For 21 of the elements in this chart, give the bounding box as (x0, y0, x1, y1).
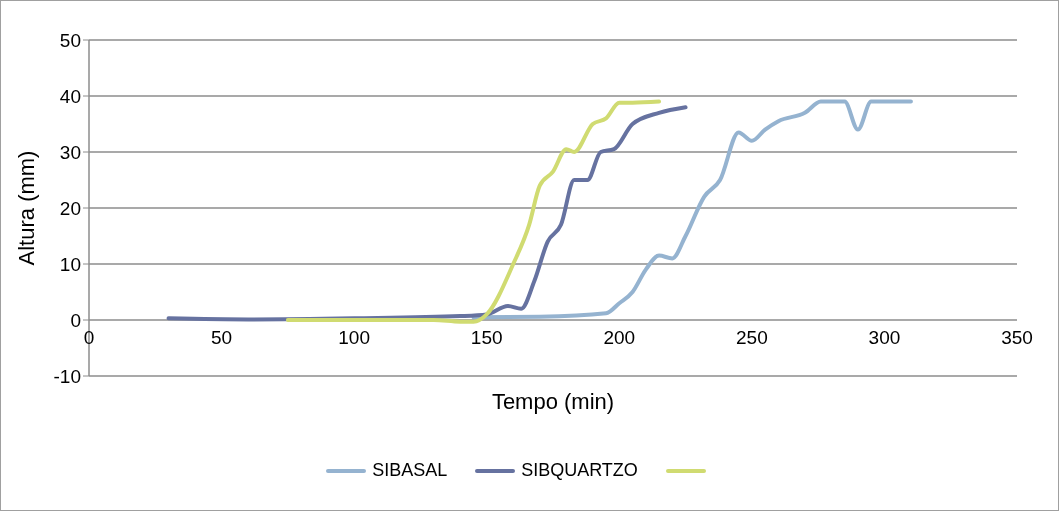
x-tick-label: 250 (736, 326, 768, 348)
y-tick-label: 40 (59, 85, 81, 107)
x-tick-label: 300 (868, 326, 901, 348)
line-series (471, 99, 913, 320)
line-series (285, 99, 662, 324)
x-tick-label: 150 (470, 326, 503, 348)
legend-label: SIBASAL (372, 460, 448, 481)
y-tick-label: 0 (70, 309, 81, 331)
x-axis-title: Tempo (min) (491, 388, 615, 414)
x-tick-label: 50 (211, 326, 233, 348)
y-tick-label: 20 (59, 197, 81, 219)
x-tick-label: 100 (338, 326, 370, 348)
y-tick-label: 30 (59, 141, 81, 163)
legend-label: SIBQUARTZO (521, 460, 638, 481)
y-tick-label: 50 (59, 29, 81, 51)
x-tick-label: 200 (603, 326, 636, 348)
y-tick-label: -10 (53, 365, 81, 387)
x-tick-label: 0 (83, 326, 95, 348)
y-axis-title: Altura (mm) (13, 150, 39, 266)
y-tick-label: 10 (59, 253, 81, 275)
x-tick-label: 350 (1001, 326, 1033, 348)
